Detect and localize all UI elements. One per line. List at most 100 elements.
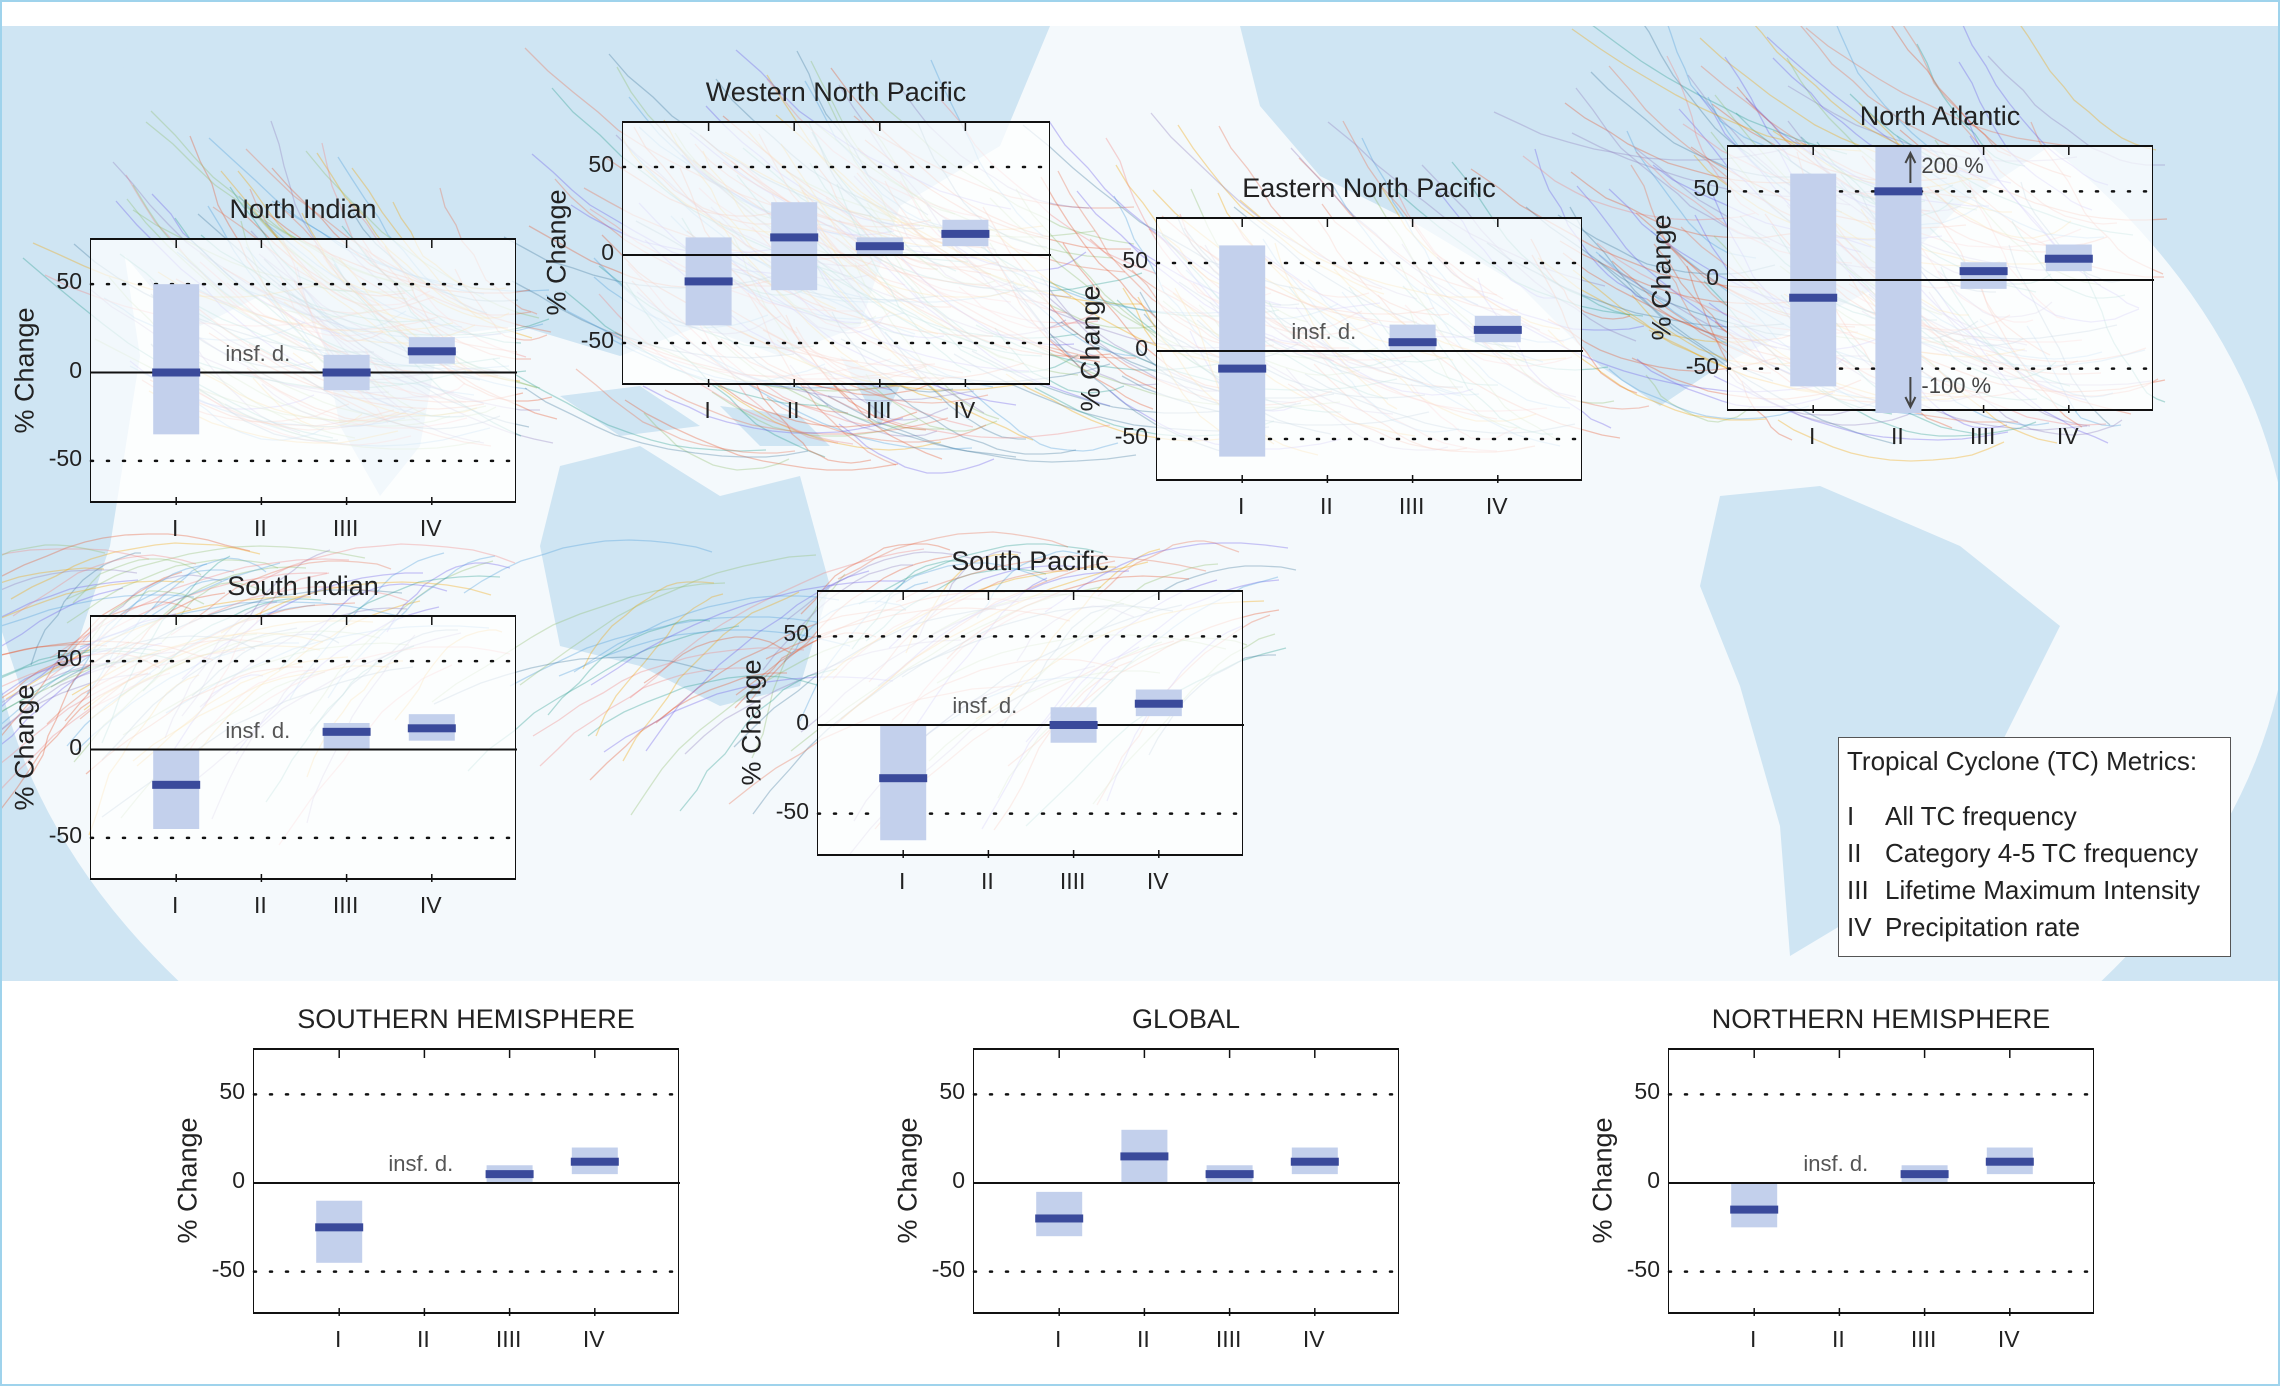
median-marker-I xyxy=(1789,293,1838,302)
y-tick-label: 0 xyxy=(1647,1167,1660,1193)
median-marker-IIII xyxy=(855,242,904,251)
plot-area xyxy=(1667,1048,2097,1316)
cyclone-track xyxy=(762,564,913,671)
range-bar-I xyxy=(153,284,200,435)
legend-label: Category 4-5 TC frequency xyxy=(1885,838,2199,868)
y-tick-label: -50 xyxy=(1685,352,1719,379)
y-axis-label: % Change xyxy=(1075,285,1106,412)
cyclone-track xyxy=(589,672,787,781)
median-marker-I xyxy=(152,780,201,789)
cyclone-track xyxy=(622,591,800,762)
cyclone-track xyxy=(1667,26,1769,148)
median-marker-IV xyxy=(2044,254,2093,263)
median-marker-I xyxy=(152,368,201,377)
cyclone-track xyxy=(710,378,918,428)
cyclone-track xyxy=(0,643,108,656)
cyclone-track xyxy=(463,539,713,594)
cyclone-track xyxy=(837,531,1069,580)
y-tick-label: -50 xyxy=(580,327,614,353)
median-marker-IIII xyxy=(322,368,371,377)
y-tick-label: 50 xyxy=(1693,175,1719,202)
x-tick-label: IIII xyxy=(495,1326,522,1352)
cyclone-track xyxy=(170,586,409,636)
chart-title: South Indian xyxy=(227,571,379,601)
median-marker-I xyxy=(315,1223,364,1232)
cyclone-track xyxy=(386,562,511,633)
insufficient-data-label: insf. d. xyxy=(388,1151,454,1176)
median-marker-IIII xyxy=(1205,1170,1254,1179)
cyclone-track xyxy=(220,581,492,634)
cyclone-track xyxy=(595,593,724,737)
cyclone-track xyxy=(629,548,925,699)
cyclone-track xyxy=(643,412,790,471)
annotation-upper: 200 % xyxy=(1921,153,1984,178)
land-south-america xyxy=(1700,486,2060,956)
x-tick-label: IV xyxy=(582,1326,605,1352)
insufficient-data-label: insf. d. xyxy=(1291,319,1357,344)
median-marker-IV xyxy=(1134,699,1183,708)
x-tick-label: I xyxy=(171,892,179,918)
plot-area xyxy=(621,121,1053,387)
chart-title: NORTHERN HEMISPHERE xyxy=(1711,1004,2051,1034)
y-tick-label: -50 xyxy=(931,1255,965,1282)
land-europe-edge xyxy=(2150,26,2280,426)
plot-area xyxy=(252,1048,682,1316)
y-axis-label: % Change xyxy=(9,306,40,434)
x-tick-label: I xyxy=(1749,1326,1757,1352)
cyclone-track xyxy=(72,558,202,604)
cyclone-track xyxy=(874,562,1048,605)
cyclone-track xyxy=(590,580,905,686)
cyclone-track xyxy=(1522,155,1756,221)
median-marker-IIII xyxy=(485,1170,534,1179)
y-tick-label: -50 xyxy=(1626,1255,1660,1282)
y-tick-label: 50 xyxy=(588,151,614,177)
median-marker-I xyxy=(1218,364,1267,373)
median-marker-IIII xyxy=(1900,1170,1949,1179)
median-marker-IV xyxy=(1985,1157,2034,1166)
cyclone-track xyxy=(751,573,846,759)
y-tick-label: 0 xyxy=(1706,264,1719,290)
cyclone-track xyxy=(492,358,767,452)
cyclone-track xyxy=(865,373,998,432)
x-tick-label: IV xyxy=(419,515,442,541)
cyclone-track xyxy=(1470,168,1759,289)
range-bar-IIII xyxy=(1960,262,2007,289)
range-bar-IIII xyxy=(1389,324,1436,351)
cyclone-track xyxy=(0,569,138,592)
cyclone-track xyxy=(0,587,124,648)
legend-numeral: I xyxy=(1847,801,1855,831)
median-marker-II xyxy=(770,233,819,242)
chart-title: GLOBAL xyxy=(1131,1004,1241,1034)
x-tick-label: II xyxy=(786,397,800,423)
cyclone-track xyxy=(1754,26,1913,151)
plot-area xyxy=(1155,217,1585,483)
land-islands xyxy=(560,356,900,446)
median-marker-IV xyxy=(1473,325,1522,334)
x-tick-label: I xyxy=(704,397,711,423)
insufficient-data-label: insf. d. xyxy=(225,717,291,743)
x-tick-label: II xyxy=(417,1326,430,1352)
median-marker-IIII xyxy=(1049,721,1098,729)
x-tick-label: IIII xyxy=(1910,1326,1937,1352)
y-tick-label: 50 xyxy=(1122,247,1148,273)
y-tick-label: 0 xyxy=(952,1167,965,1193)
legend: Tropical Cyclone (TC) Metrics: I All TC … xyxy=(1838,737,2231,957)
cyclone-track xyxy=(679,668,838,812)
y-tick-label: -50 xyxy=(48,444,82,471)
cyclone-track xyxy=(573,595,840,673)
x-tick-label: I xyxy=(1808,423,1816,449)
x-tick-label: II xyxy=(1832,1326,1845,1352)
y-tick-label: 50 xyxy=(56,645,82,672)
median-marker-IV xyxy=(407,724,456,733)
legend-numeral: III xyxy=(1847,875,1869,905)
cyclone-track xyxy=(643,636,792,684)
median-marker-IV xyxy=(407,347,456,356)
arrow-down-icon xyxy=(1904,377,1917,410)
plot-svg xyxy=(621,123,1053,387)
chart-north-atlantic: North Atlantic 50 0 -50 I II IIII IV% Change 200… xyxy=(1647,101,2156,449)
plot-area xyxy=(89,615,519,882)
cyclone-track xyxy=(151,557,267,610)
cyclone-track xyxy=(66,559,279,624)
insufficient-data-label: insf. d. xyxy=(225,340,291,366)
chart-title: SOUTHERN HEMISPHERE xyxy=(297,1004,635,1034)
